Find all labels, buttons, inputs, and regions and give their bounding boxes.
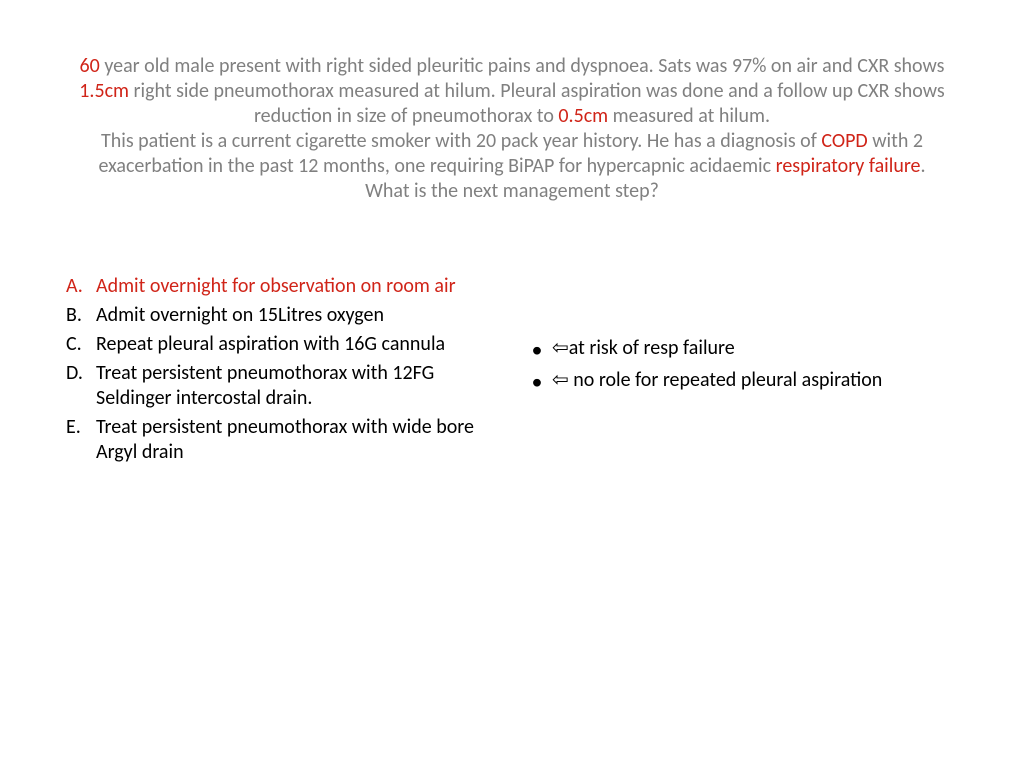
answer-option: Admit overnight on 15Litres oxygen — [62, 303, 492, 328]
stem-segment: What is the next management step? — [365, 179, 659, 203]
stem-segment: measured at hilum. — [608, 104, 770, 128]
question-stem: 60 year old male present with right side… — [62, 54, 962, 204]
note-item: ⇦at risk of resp failure — [522, 336, 962, 364]
answer-text: Treat persistent pneumothorax with wide … — [96, 415, 492, 465]
answer-text: Treat persistent pneumothorax with 12FG … — [96, 361, 492, 411]
stem-segment: respiratory failure — [776, 154, 921, 178]
stem-segment: 1.5cm — [79, 79, 129, 103]
notes-list: ⇦at risk of resp failure ⇦ no role for r… — [522, 274, 962, 469]
answer-option: Treat persistent pneumothorax with wide … — [62, 415, 492, 465]
stem-segment: COPD — [821, 129, 867, 153]
stem-segment: . — [921, 154, 926, 178]
note-text: ⇦ no role for repeated pleural aspiratio… — [552, 368, 882, 396]
answer-option: Admit overnight for observation on room … — [62, 274, 492, 299]
answer-option: Treat persistent pneumothorax with 12FG … — [62, 361, 492, 411]
stem-segment: 60 — [80, 54, 100, 78]
stem-segment: right side pneumothorax measured at hilu… — [129, 79, 945, 128]
answer-text: Repeat pleural aspiration with 16G cannu… — [96, 332, 445, 357]
answer-list: Admit overnight for observation on room … — [62, 274, 492, 469]
answer-option: Repeat pleural aspiration with 16G cannu… — [62, 332, 492, 357]
stem-segment: 0.5cm — [558, 104, 608, 128]
slide: 60 year old male present with right side… — [0, 0, 1024, 768]
answer-text: Admit overnight on 15Litres oxygen — [96, 303, 384, 328]
answer-text: Admit overnight for observation on room … — [96, 274, 456, 299]
content-columns: Admit overnight for observation on room … — [62, 274, 962, 469]
stem-segment: This patient is a current cigarette smok… — [101, 129, 821, 153]
note-item: ⇦ no role for repeated pleural aspiratio… — [522, 368, 962, 396]
stem-segment: year old male present with right sided p… — [100, 54, 945, 78]
note-text: ⇦at risk of resp failure — [552, 336, 735, 364]
